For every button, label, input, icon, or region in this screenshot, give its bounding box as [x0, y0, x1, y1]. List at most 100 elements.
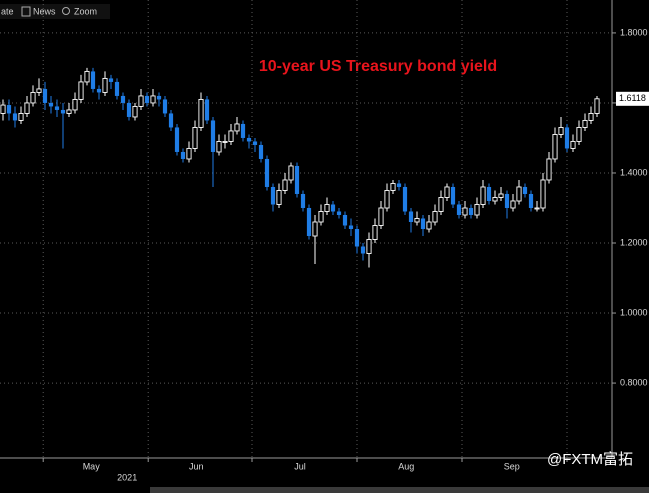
candle-body: [18, 112, 24, 121]
y-tick-label: 1.2000: [620, 237, 648, 247]
candle-body: [126, 102, 132, 117]
candle-body: [462, 207, 468, 216]
candle-body: [0, 104, 6, 114]
candle-body: [24, 102, 30, 114]
y-tick-label: 0.8000: [620, 377, 648, 387]
candle-body: [48, 102, 54, 107]
candle-body: [576, 127, 582, 142]
candle-body: [300, 193, 306, 208]
candle-body: [342, 214, 348, 226]
candle-body: [84, 70, 90, 83]
candle-body: [108, 78, 114, 82]
candle-body: [198, 98, 204, 128]
candle-body: [534, 207, 540, 210]
candle-body: [78, 81, 84, 100]
candle-body: [390, 183, 396, 191]
candle-body: [510, 200, 516, 209]
candle-body: [138, 95, 144, 107]
candle-body: [522, 186, 528, 194]
candle-body: [30, 91, 36, 104]
scrollbar[interactable]: [150, 487, 649, 493]
candle-body: [180, 151, 186, 159]
candle-body: [264, 158, 270, 187]
candle-body: [456, 204, 462, 215]
candle-body: [240, 123, 246, 138]
candle-body: [378, 207, 384, 226]
candle-body: [192, 127, 198, 149]
candle-body: [546, 158, 552, 181]
y-tick-label: 1.0000: [620, 307, 648, 317]
candle-body: [468, 207, 474, 215]
candle-body: [426, 221, 432, 230]
candle-body: [420, 218, 426, 229]
candle-body: [102, 77, 108, 93]
candle-body: [324, 204, 330, 212]
candle-body: [306, 207, 312, 237]
candle-body: [360, 246, 366, 254]
candle-body: [258, 144, 264, 159]
candle-body: [162, 99, 168, 114]
candle-body: [570, 141, 576, 149]
candle-body: [366, 239, 372, 254]
x-tick-label: May: [83, 461, 101, 471]
candle-body: [504, 193, 510, 208]
candle-body: [246, 137, 252, 142]
candle-body: [450, 186, 456, 205]
x-tick-label: Aug: [398, 461, 414, 471]
toolbar-item[interactable]: Zoom: [74, 6, 97, 16]
candle-body: [54, 106, 60, 110]
candle-body: [348, 225, 354, 229]
candle-body: [204, 99, 210, 121]
candle-body: [276, 190, 282, 205]
candle-body: [270, 186, 276, 205]
candle-body: [474, 204, 480, 216]
candle-body: [540, 179, 546, 209]
candle-body: [90, 71, 96, 89]
candle-body: [252, 141, 258, 145]
candle-body: [552, 134, 558, 160]
candle-body: [12, 113, 18, 121]
candle-body: [588, 112, 594, 121]
candle-body: [294, 165, 300, 194]
candle-body: [312, 221, 318, 237]
candle-body: [414, 218, 420, 223]
candle-body: [354, 229, 360, 247]
candle-body: [558, 127, 564, 135]
candle-body: [564, 127, 570, 149]
candle-body: [408, 211, 414, 222]
candle-body: [132, 105, 138, 118]
x-tick-label: Sep: [504, 461, 520, 471]
candle-body: [96, 88, 102, 93]
candle-body: [438, 197, 444, 212]
candle-body: [114, 81, 120, 96]
candle-body: [66, 109, 72, 114]
candle-body: [480, 186, 486, 205]
toolbar-item[interactable]: News: [33, 6, 56, 16]
candle-body: [36, 88, 42, 93]
candle-body: [144, 95, 150, 103]
candle-body: [396, 183, 402, 187]
last-price-label: 1.6118: [619, 93, 646, 103]
candle-body: [168, 113, 174, 128]
news-icon: [21, 6, 31, 17]
candle-body: [498, 193, 504, 198]
x-tick-label: Jun: [189, 461, 204, 471]
toolbar-item[interactable]: ate: [1, 6, 14, 16]
candle-body: [174, 127, 180, 152]
candle-body: [582, 120, 588, 128]
candle-body: [186, 148, 192, 160]
chart-title: 10-year US Treasury bond yield: [259, 58, 497, 75]
candle-body: [6, 105, 12, 114]
year-label: 2021: [117, 472, 137, 482]
candle-body: [372, 225, 378, 240]
candle-body: [330, 204, 336, 212]
candle-body: [282, 179, 288, 191]
watermark: @FXTM富拓: [547, 450, 633, 468]
candle-body: [528, 193, 534, 208]
last-price-box: [616, 91, 649, 106]
candle-body: [444, 186, 450, 198]
candle-body: [150, 95, 156, 104]
candle-body: [228, 130, 234, 142]
